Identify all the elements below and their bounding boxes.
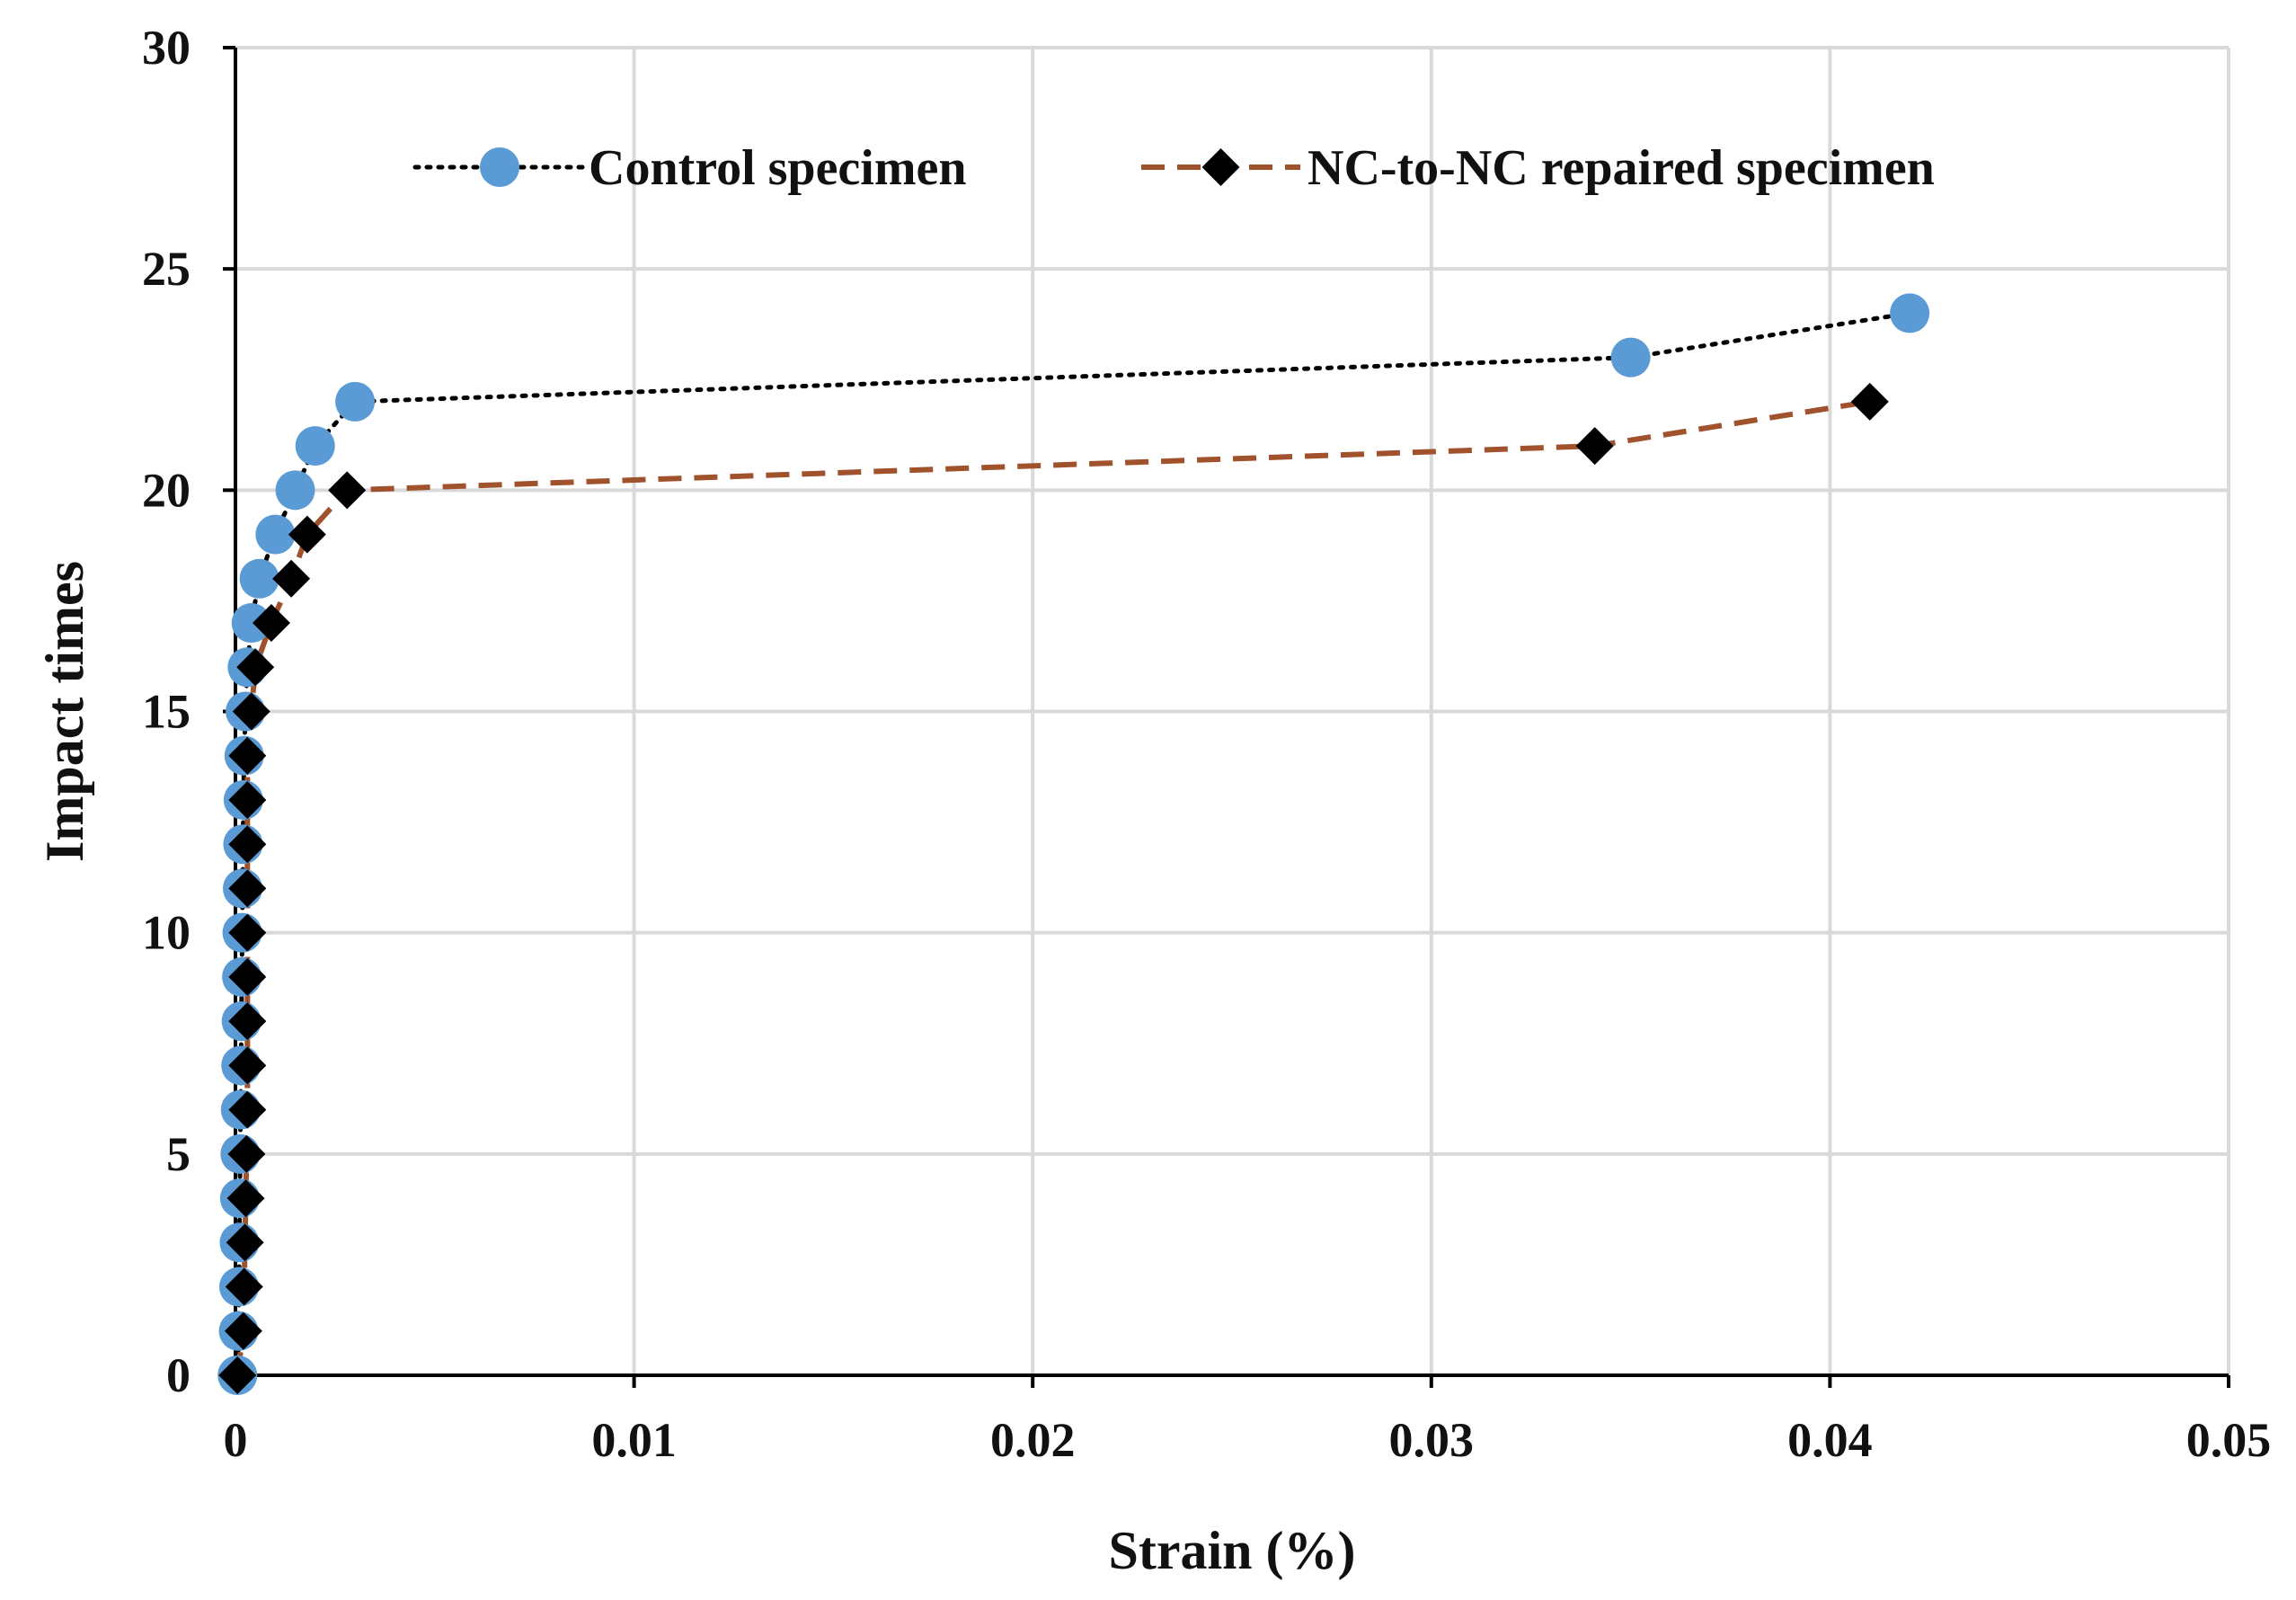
legend-marker-repaired: [1201, 148, 1240, 186]
tick-labels: 0 5 10 15 20 25 30 0 0.01 0.02 0.03 0.04 0.05: [142, 21, 2271, 1467]
data-point-repaired: [328, 471, 367, 510]
data-point-repaired: [228, 825, 267, 864]
data-point-control: [231, 603, 271, 644]
data-point-repaired: [1575, 427, 1614, 466]
data-point-control: [335, 381, 376, 422]
series-markers: [217, 293, 1930, 1395]
data-point-repaired: [228, 869, 267, 908]
legend-label-control: Control specimen: [589, 140, 967, 196]
data-point-repaired: [228, 913, 267, 952]
y-tick-label: 5: [166, 1127, 191, 1181]
x-tick-label: 0.05: [2186, 1413, 2272, 1467]
data-point-repaired: [227, 1134, 266, 1173]
data-point-repaired: [232, 692, 270, 731]
gridlines: [235, 46, 2230, 1375]
x-tick-label: 0.01: [591, 1413, 677, 1467]
y-tick-label: 15: [142, 685, 191, 739]
y-tick-label: 0: [166, 1348, 191, 1402]
y-tick-label: 25: [142, 242, 191, 296]
data-point-repaired: [224, 1311, 262, 1350]
x-tick-label: 0.03: [1389, 1413, 1475, 1467]
data-point-repaired: [226, 1179, 265, 1218]
data-point-repaired: [228, 1090, 267, 1129]
data-point-control: [1610, 337, 1651, 378]
data-point-repaired: [288, 515, 326, 554]
data-point-repaired: [228, 780, 267, 819]
data-point-control: [295, 426, 335, 467]
y-tick-label: 10: [142, 906, 191, 960]
x-tick-label: 0.04: [1787, 1413, 1873, 1467]
y-axis-title: Impact times: [35, 561, 94, 862]
y-tick-label: 30: [142, 21, 191, 75]
data-point-repaired: [228, 736, 267, 775]
data-point-repaired: [252, 604, 290, 643]
data-point-repaired: [272, 559, 311, 598]
y-tick-label: 20: [142, 463, 191, 517]
legend-label-repaired: NC-to-NC repaired specimen: [1308, 140, 1935, 196]
x-axis-title: Strain (%): [1109, 1521, 1356, 1580]
data-point-control: [255, 514, 296, 555]
legend-marker-control: [480, 147, 519, 187]
x-tick-label: 0: [224, 1413, 248, 1467]
data-point-repaired: [218, 1356, 257, 1394]
data-point-control: [239, 558, 279, 599]
data-point-control: [1890, 293, 1930, 333]
data-point-repaired: [236, 648, 275, 687]
legend: Control specimen NC-to-NC repaired specim…: [412, 140, 1935, 196]
data-point-repaired: [228, 957, 267, 996]
x-tick-label: 0.02: [990, 1413, 1076, 1467]
data-point-repaired: [1850, 382, 1889, 421]
data-point-repaired: [226, 1223, 264, 1262]
data-point-repaired: [228, 1046, 267, 1085]
data-point-repaired: [228, 1002, 267, 1041]
data-point-control: [275, 470, 315, 511]
data-point-repaired: [225, 1267, 263, 1306]
